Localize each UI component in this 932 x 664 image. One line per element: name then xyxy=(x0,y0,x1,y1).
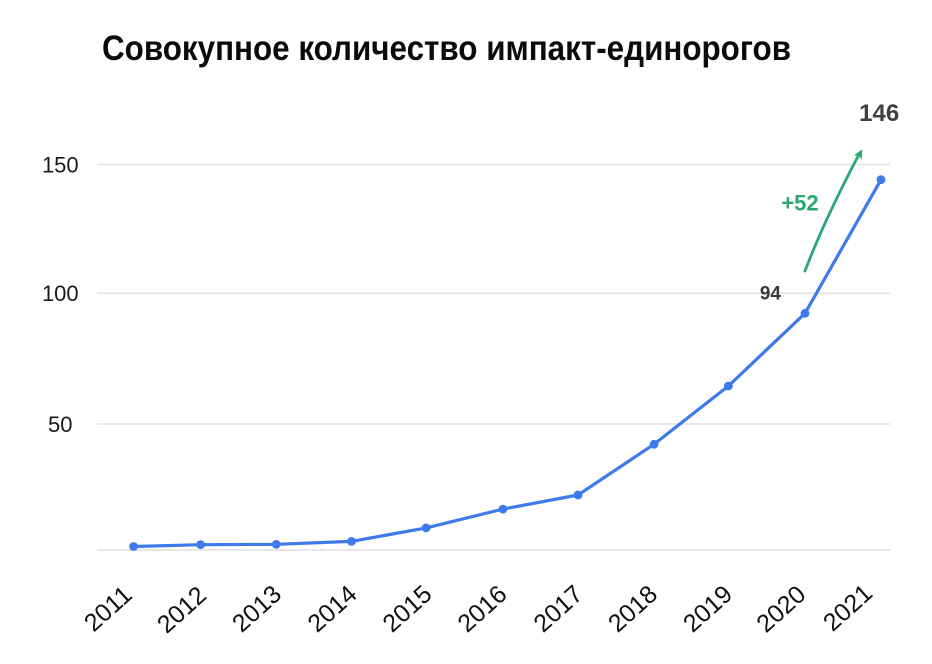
svg-text:2012: 2012 xyxy=(152,581,212,639)
svg-text:50: 50 xyxy=(48,412,72,437)
svg-text:2014: 2014 xyxy=(302,580,362,638)
svg-text:2011: 2011 xyxy=(79,581,138,638)
svg-text:2013: 2013 xyxy=(227,580,287,638)
svg-text:100: 100 xyxy=(42,281,79,306)
svg-text:Совокупное количество импакт-е: Совокупное количество импакт-единорогов xyxy=(102,29,791,68)
svg-text:2018: 2018 xyxy=(603,580,663,638)
svg-text:94: 94 xyxy=(760,284,782,305)
svg-text:150: 150 xyxy=(42,153,79,178)
svg-text:146: 146 xyxy=(859,100,899,127)
svg-text:2020: 2020 xyxy=(751,580,811,638)
svg-text:2015: 2015 xyxy=(377,580,437,638)
svg-text:2019: 2019 xyxy=(678,580,738,638)
svg-text:2017: 2017 xyxy=(528,580,588,638)
svg-text:2021: 2021 xyxy=(818,579,878,637)
svg-text:2016: 2016 xyxy=(452,580,512,638)
svg-text:+52: +52 xyxy=(781,191,818,216)
